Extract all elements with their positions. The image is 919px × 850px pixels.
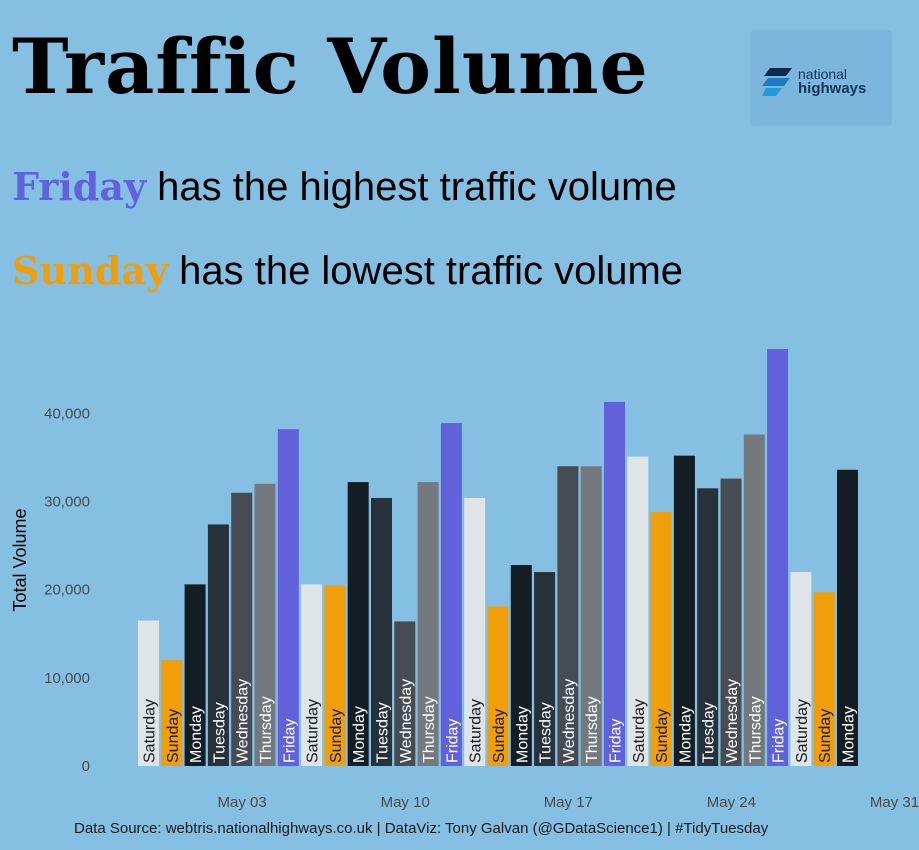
bar — [231, 492, 253, 766]
bar-day-label: Wednesday — [235, 679, 252, 763]
logo-text-highways: highways — [798, 80, 867, 97]
lowest-day-text: has the lowest traffic volume — [167, 249, 684, 293]
bar — [301, 584, 323, 766]
bar — [837, 469, 858, 766]
bar-day-label: Monday — [677, 706, 694, 763]
bar-day-label: Thursday — [258, 696, 275, 763]
bar — [627, 456, 649, 766]
bar-day-label: Saturday — [631, 699, 648, 763]
bar — [371, 497, 392, 766]
bar — [767, 349, 789, 766]
y-tick-label: 0 — [82, 758, 90, 775]
y-axis-label: Total Volume — [10, 508, 30, 611]
bar — [394, 621, 416, 766]
bar — [697, 488, 719, 766]
x-tick-label: May 17 — [544, 794, 593, 811]
traffic-volume-bar-chart: Total Volume 0 10,000 20,000 30,000 40,000 Sat… — [10, 349, 919, 811]
lowest-day-label: Sunday — [12, 248, 168, 293]
bar — [254, 483, 276, 766]
bar — [138, 620, 159, 766]
x-tick-label: May 31 — [870, 794, 919, 811]
bar-day-label: Friday — [281, 719, 298, 763]
bar — [790, 572, 812, 766]
bar-day-label: Monday — [351, 706, 368, 763]
bar — [580, 466, 602, 766]
bar-day-label: Saturday — [794, 699, 811, 763]
x-tick-label: May 10 — [381, 794, 430, 811]
highways-logo-icon — [762, 68, 792, 96]
bar-day-label: Friday — [444, 719, 461, 763]
bar — [720, 478, 742, 766]
bar-day-label: Monday — [841, 706, 858, 763]
bar — [347, 482, 369, 766]
x-tick-label: May 24 — [707, 794, 756, 811]
national-highways-logo: national highways — [750, 30, 892, 126]
bar-day-label: Monday — [514, 706, 531, 763]
y-tick-label: 30,000 — [44, 494, 90, 511]
bar-day-label: Wednesday — [724, 679, 741, 763]
bar — [743, 434, 765, 766]
bar-day-label: Sunday — [491, 709, 508, 763]
bar-day-label: Sunday — [817, 709, 834, 763]
bar-day-label: Friday — [608, 719, 625, 763]
bar-day-label: Tuesday — [701, 702, 718, 763]
bar-day-label: Wednesday — [398, 679, 415, 763]
bar — [557, 466, 579, 766]
bar-day-label: Tuesday — [538, 702, 555, 763]
bar-day-label: Tuesday — [211, 702, 228, 763]
bar — [510, 564, 532, 766]
bar-day-label: Tuesday — [375, 702, 392, 763]
bar-day-label: Wednesday — [561, 679, 578, 763]
bar — [487, 606, 509, 766]
x-tick-label: May 03 — [217, 794, 266, 811]
bar — [324, 585, 346, 766]
bar — [184, 584, 206, 766]
logo-text-national: national — [798, 66, 848, 82]
y-tick-label: 20,000 — [44, 582, 90, 599]
bar — [161, 660, 183, 766]
bar-day-label: Thursday — [747, 696, 764, 763]
bar — [673, 455, 695, 766]
bar-day-label: Saturday — [468, 699, 485, 763]
bar — [650, 512, 672, 766]
bar — [534, 572, 556, 766]
bar-day-label: Thursday — [421, 696, 438, 763]
bar — [277, 429, 299, 766]
bar-day-label: Sunday — [654, 709, 671, 763]
lowest-volume-statement: Sunday has the lowest traffic volume — [12, 248, 683, 294]
bar — [417, 482, 439, 766]
highest-volume-statement: Friday has the highest traffic volume — [12, 164, 677, 210]
highest-day-label: Friday — [12, 164, 147, 209]
y-tick-label: 40,000 — [44, 405, 90, 422]
bar — [207, 524, 229, 766]
bar-day-label: Monday — [188, 706, 205, 763]
bar-day-label: Saturday — [305, 699, 322, 763]
bar-day-label: Sunday — [328, 709, 345, 763]
bar-day-label: Sunday — [165, 709, 182, 763]
y-tick-label: 10,000 — [44, 670, 90, 687]
bar-day-label: Friday — [771, 719, 788, 763]
highest-day-text: has the highest traffic volume — [146, 165, 677, 209]
footer-credits: Data Source: webtris.nationalhighways.co… — [74, 820, 769, 837]
bar-day-label: Saturday — [142, 699, 159, 763]
bar — [440, 423, 462, 766]
bar-day-label: Thursday — [584, 696, 601, 763]
bar — [813, 592, 835, 766]
bar — [604, 401, 625, 766]
bar — [464, 497, 486, 766]
page-title: Traffic Volume — [12, 22, 649, 111]
